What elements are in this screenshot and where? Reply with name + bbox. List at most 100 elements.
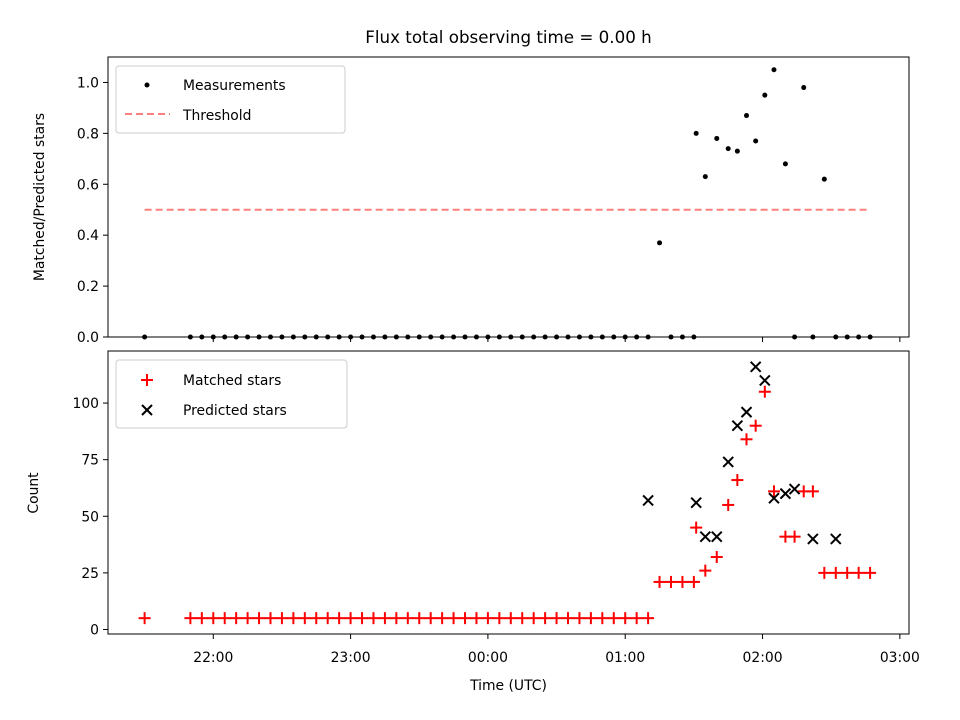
matched-stars-point — [390, 612, 403, 625]
predicted-stars-point — [779, 487, 792, 500]
measurement-point — [744, 113, 750, 119]
matched-stars-point — [550, 612, 563, 625]
matched-stars-point — [818, 566, 831, 579]
predicted-stars-point — [807, 533, 819, 545]
predicted-stars-point — [788, 483, 801, 495]
matched-stars-point — [710, 551, 723, 564]
matched-stars-point — [788, 530, 801, 543]
count-y-ticks: 0 25 50 75 100 — [72, 396, 108, 638]
matched-stars-point — [676, 575, 689, 588]
count-legend-box — [115, 359, 348, 429]
matched-stars-point — [241, 612, 254, 625]
legend-predicted-label: Predicted stars — [183, 403, 287, 419]
matched-stars-point — [527, 612, 540, 625]
matched-stars-point — [184, 612, 197, 625]
matched-stars-point — [367, 612, 380, 625]
count-panel: 0 25 50 75 100 22:00 23:00 00:00 01:00 02:00 03:0… — [26, 350, 920, 694]
measurement-point — [657, 240, 663, 246]
predicted-stars-point — [768, 492, 780, 504]
matched-stars-point — [806, 485, 819, 498]
matched-stars-point — [852, 566, 865, 579]
x-tick-label: 02:00 — [743, 650, 783, 666]
x-tick-label: 03:00 — [880, 650, 920, 666]
predicted-stars-point — [740, 406, 753, 418]
predicted-stars-point — [830, 533, 842, 545]
matched-stars-point — [218, 612, 231, 625]
ratio-panel: 0.0 0.2 0.4 0.6 0.8 1.0 Matched/Predicted sta… — [32, 56, 910, 346]
matched-stars-point — [749, 419, 762, 432]
matched-stars-point — [356, 612, 369, 625]
matched-stars-point — [642, 612, 655, 625]
measurement-point — [734, 148, 740, 154]
matched-stars-point — [690, 521, 703, 534]
measurement-point — [753, 138, 759, 144]
matched-stars-point — [630, 612, 643, 625]
matched-stars-point — [664, 575, 677, 588]
matched-stars-point — [573, 612, 586, 625]
y-tick-label: 0.6 — [77, 177, 99, 193]
matched-stars-point — [298, 612, 311, 625]
count-x-ticks: 22:00 23:00 00:00 01:00 02:00 03:00 — [193, 634, 920, 666]
matched-stars-point — [470, 612, 483, 625]
x-tick-label: 01:00 — [605, 650, 645, 666]
y-tick-label: 0.2 — [77, 279, 99, 295]
ratio-legend: Measurements Threshold — [115, 65, 346, 134]
y-tick-label: 25 — [81, 566, 99, 582]
predicted-stars-point — [690, 496, 702, 509]
matched-stars-point — [562, 612, 575, 625]
matched-stars-point — [841, 566, 854, 579]
measurement-point — [725, 146, 731, 152]
matched-stars-point — [687, 575, 700, 588]
matched-stars-point — [253, 612, 266, 625]
y-tick-label: 100 — [72, 396, 99, 412]
legend-predicted-marker — [141, 404, 153, 416]
y-tick-label: 0.0 — [77, 330, 99, 346]
matched-stars-point — [504, 612, 517, 625]
matched-stars-point — [731, 474, 744, 487]
legend-matched-label: Matched stars — [183, 373, 281, 389]
matched-stars-point — [829, 566, 842, 579]
legend-measurements-marker — [144, 82, 150, 88]
matched-stars-point — [424, 612, 437, 625]
matched-stars-point — [699, 564, 712, 577]
measurement-point — [714, 135, 720, 141]
x-tick-label: 00:00 — [468, 650, 508, 666]
ratio-x-ticks — [212, 337, 901, 342]
measurement-point — [693, 130, 699, 136]
matched-stars-point — [607, 612, 620, 625]
matched-stars-point — [344, 612, 357, 625]
legend-matched-marker — [141, 374, 153, 386]
matched-stars-point — [596, 612, 609, 625]
chart-title: Flux total observing time = 0.00 h — [365, 27, 651, 47]
matched-stars-point — [722, 498, 735, 511]
matched-stars-point — [207, 612, 220, 625]
matched-stars-point — [447, 612, 460, 625]
count-legend: Matched stars Predicted stars — [115, 359, 348, 429]
matched-stars-point — [333, 612, 346, 625]
matched-stars-point — [264, 612, 277, 625]
y-tick-label: 1.0 — [77, 75, 99, 91]
matched-stars-point — [864, 566, 877, 579]
predicted-stars-point — [722, 456, 734, 468]
predicted-stars-point — [699, 530, 712, 543]
matched-stars-point — [758, 385, 771, 398]
y-tick-label: 75 — [81, 453, 99, 469]
count-series-layer — [138, 361, 877, 625]
measurement-point — [821, 176, 827, 182]
x-axis-label: Time (UTC) — [469, 678, 547, 694]
measurement-point — [702, 174, 708, 180]
matched-stars-point — [195, 612, 208, 625]
matched-stars-point — [230, 612, 243, 625]
count-panel-frame — [107, 350, 910, 635]
measurement-point — [782, 161, 788, 167]
matched-stars-point — [378, 612, 391, 625]
matched-stars-point — [275, 612, 288, 625]
predicted-stars-point — [759, 374, 771, 387]
matched-stars-point — [539, 612, 552, 625]
matched-stars-point — [138, 612, 151, 625]
legend-measurements-label: Measurements — [183, 78, 286, 94]
matched-stars-point — [481, 612, 494, 625]
measurement-point — [771, 67, 777, 73]
y-tick-label: 50 — [81, 509, 99, 525]
